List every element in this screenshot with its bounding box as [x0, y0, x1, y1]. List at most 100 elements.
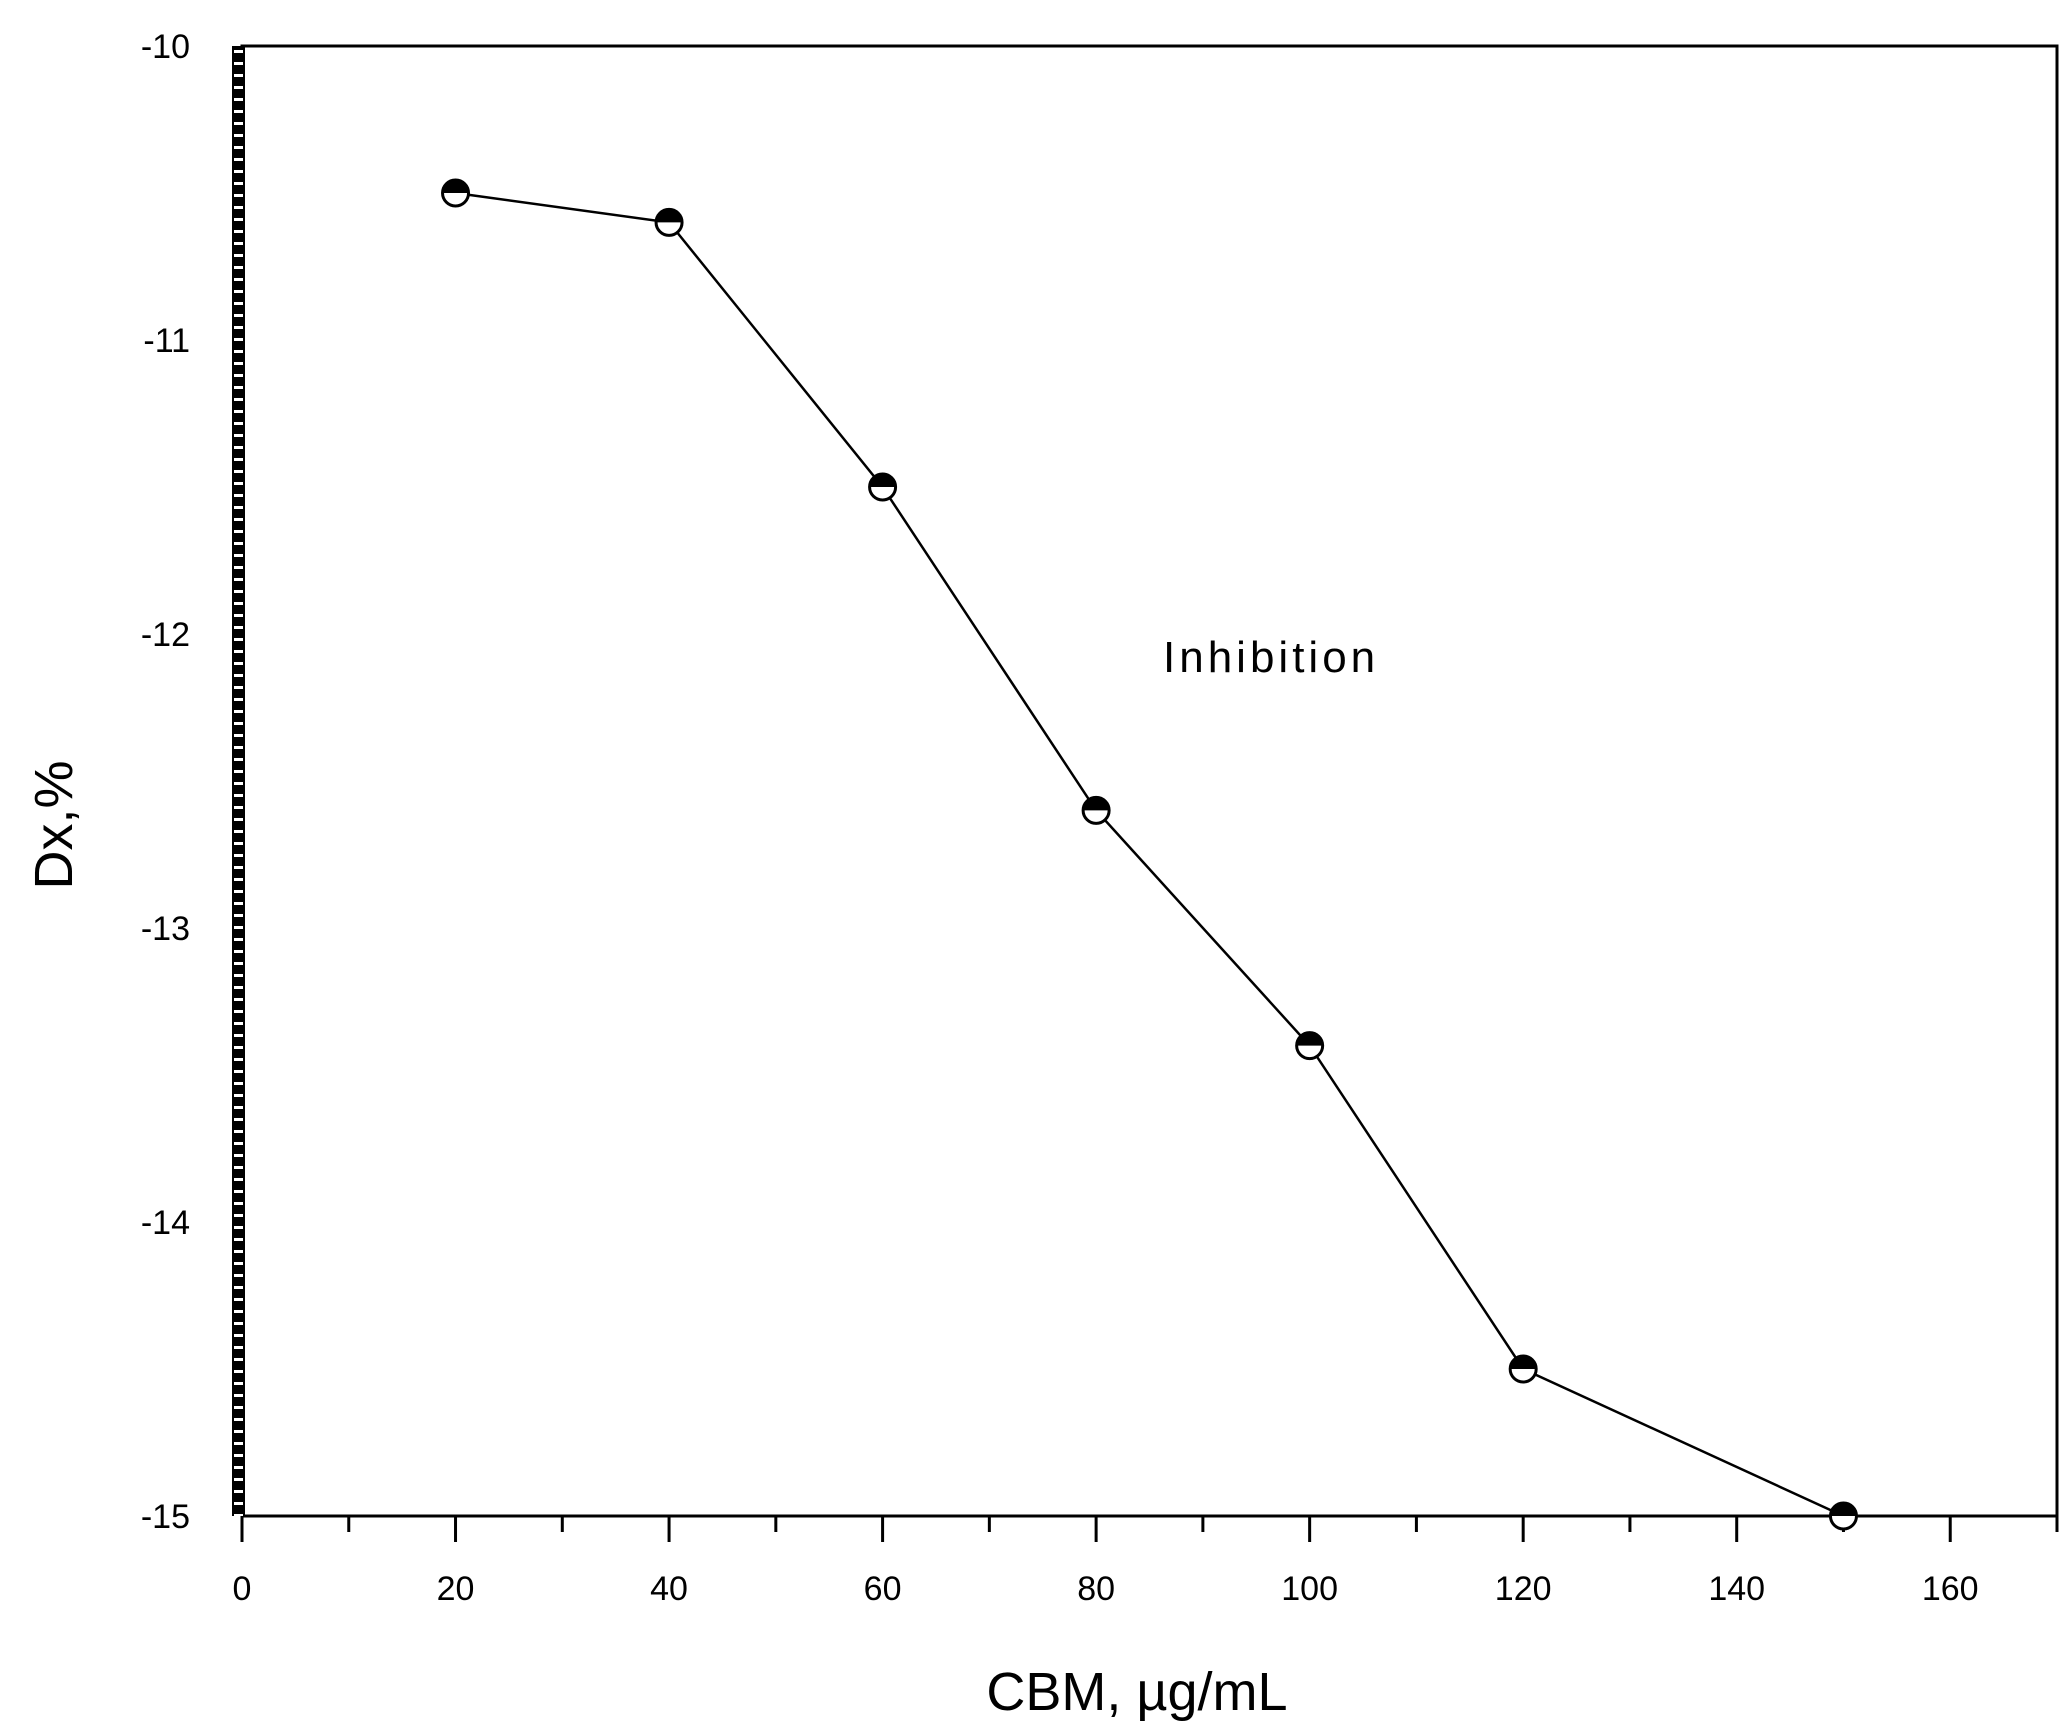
- y-axis-band-gap: [234, 998, 243, 1001]
- y-axis-band-gap: [234, 674, 243, 677]
- y-axis-band-gap: [234, 1514, 243, 1517]
- y-tick-label: -12: [141, 616, 190, 654]
- x-axis-ticks: 0 20 40 60 80 100 120 140 160: [233, 1516, 2059, 1608]
- y-axis-band-gap: [234, 962, 243, 965]
- y-axis-band-gap: [234, 602, 243, 605]
- y-axis-band-gap: [234, 1022, 243, 1025]
- y-axis-band-gap: [234, 1346, 243, 1349]
- y-axis-band-gap: [234, 542, 243, 545]
- y-axis-band-gap: [234, 1394, 243, 1397]
- y-axis-band-gap: [234, 194, 243, 197]
- y-axis-band-gap: [234, 170, 243, 173]
- annotation-inhibition: Inhibition: [1163, 633, 1379, 682]
- x-tick-label: 100: [1281, 1570, 1338, 1608]
- y-axis-band-gap: [234, 374, 243, 377]
- y-axis-band-gap: [234, 1430, 243, 1433]
- y-axis-band-gap: [234, 458, 243, 461]
- y-axis-band-gap: [234, 110, 243, 113]
- y-axis-band-gap: [234, 230, 243, 233]
- plot-border: [240, 44, 2059, 1518]
- series-line: [455, 191, 1844, 1518]
- x-tick-label: 160: [1922, 1570, 1979, 1608]
- y-axis-band-gap: [234, 482, 243, 485]
- y-axis-band-gap: [234, 1010, 243, 1013]
- y-axis-band-gap: [234, 1130, 243, 1133]
- y-axis-band-gap: [234, 782, 243, 785]
- y-axis-band-gap: [234, 1370, 243, 1373]
- y-axis-band-gap: [234, 242, 243, 245]
- y-tick-label: -15: [141, 1498, 190, 1536]
- y-axis-band-gap: [234, 518, 243, 521]
- y-axis-band-gap: [234, 506, 243, 509]
- y-axis-band-gap: [234, 878, 243, 881]
- data-point: [441, 178, 471, 208]
- x-tick-label: 60: [864, 1570, 902, 1608]
- y-axis-band-gap: [234, 902, 243, 905]
- y-axis-band-gap: [234, 98, 243, 101]
- y-axis-band-gap: [234, 986, 243, 989]
- y-axis-band-gap: [234, 926, 243, 929]
- data-point: [868, 472, 898, 502]
- y-axis-band-gap: [234, 1250, 243, 1253]
- y-axis-band-gap: [234, 842, 243, 845]
- data-point-fill: [1083, 797, 1110, 811]
- y-tick-label: -10: [141, 28, 190, 66]
- y-axis-band-gap: [234, 530, 243, 533]
- y-axis-band-gap: [234, 1442, 243, 1445]
- data-point-fill: [1510, 1356, 1537, 1369]
- y-axis-band-gap: [234, 866, 243, 869]
- y-axis-band-gap: [234, 1142, 243, 1145]
- y-axis-band-gap: [234, 554, 243, 557]
- y-axis-band-gap: [234, 470, 243, 473]
- y-axis-band-gap: [234, 974, 243, 977]
- y-axis-band: [232, 46, 245, 1517]
- y-axis-band-gap: [234, 182, 243, 185]
- y-axis-band-gap: [234, 1178, 243, 1181]
- y-axis-band-gap: [234, 266, 243, 269]
- y-axis-label: Dx,%: [24, 760, 84, 889]
- y-axis-band-gap: [234, 494, 243, 497]
- y-axis-band-gap: [234, 1334, 243, 1337]
- y-axis-band-gap: [234, 218, 243, 221]
- y-axis-band-gap: [234, 1094, 243, 1097]
- y-tick-label: -13: [141, 910, 190, 948]
- data-point-fill: [1296, 1032, 1323, 1046]
- y-axis-band-gap: [234, 50, 243, 53]
- y-axis-band-gap: [234, 638, 243, 641]
- y-axis-band-gap: [234, 854, 243, 857]
- y-axis-band-gap: [234, 1466, 243, 1469]
- y-axis-band-gap: [234, 86, 243, 89]
- data-point: [654, 207, 684, 237]
- y-axis-band-gap: [234, 74, 243, 77]
- data-point: [1295, 1031, 1325, 1061]
- plot-frame: [240, 44, 2059, 1518]
- y-axis-band-gap: [234, 710, 243, 713]
- y-axis-band-gap: [234, 818, 243, 821]
- y-axis-band-gap: [234, 566, 243, 569]
- y-axis-band-gap: [234, 410, 243, 413]
- y-axis-band-gap: [234, 1034, 243, 1037]
- y-axis-band-gap: [234, 1226, 243, 1229]
- y-axis-band-gap: [234, 158, 243, 161]
- y-axis-band-gap: [234, 746, 243, 749]
- y-axis-band-gap: [234, 1238, 243, 1241]
- y-axis-band-gap: [234, 146, 243, 149]
- data-point-fill: [869, 474, 896, 487]
- y-axis-band-gap: [234, 1118, 243, 1121]
- y-axis-band-gap: [234, 362, 243, 365]
- x-tick-label: 140: [1708, 1570, 1765, 1608]
- y-axis-band-gap: [234, 1082, 243, 1085]
- y-axis-band-gap: [234, 806, 243, 809]
- y-axis-band-gap: [234, 938, 243, 941]
- data-point: [1081, 795, 1111, 825]
- y-axis-band-gap: [234, 1322, 243, 1325]
- y-axis-band-gap: [234, 758, 243, 761]
- x-tick-label: 120: [1495, 1570, 1552, 1608]
- y-axis-band-gap: [234, 914, 243, 917]
- y-axis-thick-line: [232, 46, 245, 1516]
- y-axis-band-gap: [234, 338, 243, 341]
- y-axis-band-gap: [234, 1214, 243, 1217]
- y-tick-label: -11: [143, 322, 190, 360]
- data-point: [1828, 1501, 1858, 1531]
- y-axis-band-gap: [234, 770, 243, 773]
